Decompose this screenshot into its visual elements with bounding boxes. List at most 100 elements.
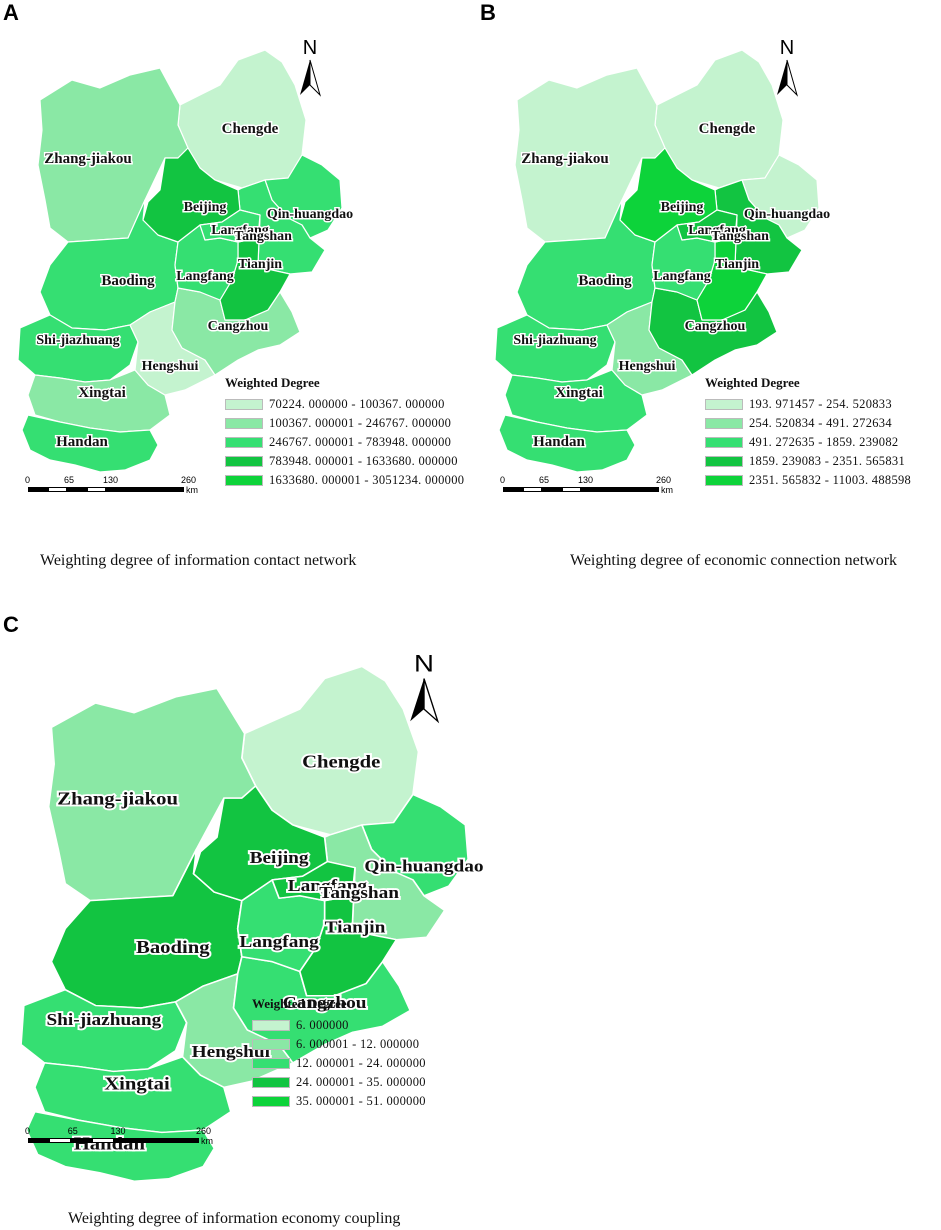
city-label-zhangjiakou: Zhang-jiakou — [44, 151, 132, 167]
city-label-tianjin: Tianjin — [238, 257, 282, 272]
north-label: N — [780, 37, 794, 59]
legend-swatch — [225, 437, 263, 448]
north-label: N — [303, 37, 317, 59]
legend-item: 6. 000001 - 12. 000000 — [252, 1035, 426, 1054]
legend-swatch — [705, 475, 743, 486]
legend-item: 35. 000001 - 51. 000000 — [252, 1092, 426, 1111]
city-label-zhangjiakou: Zhang-jiakou — [57, 789, 178, 809]
scale-segment — [28, 1138, 50, 1143]
legend-swatch — [252, 1096, 290, 1107]
legend-swatch — [705, 456, 743, 467]
legend-label: 12. 000001 - 24. 000000 — [296, 1056, 426, 1070]
city-label-tangshan: Tangshan — [234, 229, 292, 244]
legend-label: 783948. 000001 - 1633680. 000000 — [269, 454, 458, 468]
legend-swatch — [225, 418, 263, 429]
city-label-xingtai: Xingtai — [104, 1075, 170, 1095]
legend-item: 246767. 000001 - 783948. 000000 — [225, 433, 464, 452]
city-label-baoding: Baoding — [578, 273, 632, 289]
city-label-tianjin: Tianjin — [715, 257, 759, 272]
scale-bar: 0 65 130 260 km — [500, 475, 673, 495]
scale-tick-label: 0 — [25, 475, 31, 485]
city-label-cangzhou: Cangzhou — [283, 993, 367, 1012]
scale-tick-label: 130 — [578, 475, 594, 485]
legend-swatch — [252, 1058, 290, 1069]
scale-segment — [47, 487, 67, 492]
legend-item: 491. 272635 - 1859. 239082 — [705, 433, 911, 452]
region-langfang-n — [271, 860, 356, 902]
city-label-shijiazhuang: Shi-jiazhuang — [46, 1010, 161, 1029]
legend-title: Weighted Degree — [252, 996, 347, 1011]
scale-tick-label: 260 — [181, 475, 197, 485]
regions-layer — [494, 49, 820, 473]
map-panel-b: B Chengde Zhang-jiakou Beijing Langfang Qin-… — [477, 0, 941, 580]
scale-tick-label: 0 — [500, 475, 506, 485]
legend-label: 193. 971457 - 254. 520833 — [749, 397, 892, 411]
map-legend: Weighted Degree 70224. 000000 - 100367. … — [225, 375, 464, 490]
scale-segment — [70, 1138, 93, 1143]
legend-swatch — [225, 399, 263, 410]
legend-item: 783948. 000001 - 1633680. 000000 — [225, 452, 464, 471]
scale-segment — [503, 487, 523, 492]
map-legend: Weighted Degree 6. 000000 6. 000001 - 12.… — [252, 996, 426, 1111]
scale-segment — [542, 487, 562, 492]
legend-title: Weighted Degree — [225, 375, 320, 390]
scale-unit: km — [201, 1136, 213, 1146]
city-label-cangzhou: Cangzhou — [208, 319, 269, 334]
panel-letter: C — [3, 612, 19, 637]
city-label-langfang-s: Langfang — [176, 269, 234, 284]
figure-caption: Weighting degree of information economy … — [68, 1210, 401, 1227]
north-arrow-icon: N — [777, 37, 799, 97]
legend-item: 12. 000001 - 24. 000000 — [252, 1054, 426, 1073]
north-label: N — [414, 649, 434, 677]
scale-bar: 0 65 130 260 km — [25, 475, 198, 495]
scale-segment — [581, 487, 659, 492]
north-arrow-icon: N — [410, 649, 440, 724]
legend-label: 491. 272635 - 1859. 239082 — [749, 435, 899, 449]
legend-label: 70224. 000000 - 100367. 000000 — [269, 397, 445, 411]
regions-layer — [17, 49, 343, 473]
legend-label: 254. 520834 - 491. 272634 — [749, 416, 892, 430]
scale-tick-label: 130 — [110, 1126, 126, 1136]
choropleth-map: ChengdeZhang-jiakouBeijingLangfangQin-hu… — [17, 37, 355, 473]
legend-item: 2351. 565832 - 11003. 488598 — [705, 471, 911, 490]
legend-item: 70224. 000000 - 100367. 000000 — [225, 395, 464, 414]
legend-swatch — [225, 475, 263, 486]
scale-segment — [113, 1138, 199, 1143]
scale-tick-label: 65 — [64, 475, 75, 485]
legend-label: 24. 000001 - 35. 000000 — [296, 1075, 426, 1089]
legend-swatch — [252, 1077, 290, 1088]
legend-label: 35. 000001 - 51. 000000 — [296, 1094, 426, 1108]
legend-item: 1859. 239083 - 2351. 565831 — [705, 452, 911, 471]
scale-unit: km — [661, 485, 673, 495]
region-handan — [21, 414, 159, 473]
map-panel-a: A Chengde Zhang-jiakou Beijing Langfang Qin-… — [0, 0, 470, 580]
choropleth-map: ChengdeZhang-jiakouBeijingLangfangQin-hu… — [494, 37, 832, 473]
city-label-baoding: Baoding — [136, 938, 210, 958]
region-xingtai — [504, 369, 648, 433]
city-label-handan: Handan — [56, 434, 108, 450]
legend-item: 254. 520834 - 491. 272634 — [705, 414, 911, 433]
city-label-hengshui: Hengshui — [142, 359, 199, 374]
city-label-xingtai: Xingtai — [78, 385, 126, 401]
region-xingtai — [27, 369, 171, 433]
scale-segment — [92, 1138, 114, 1143]
scale-segment — [86, 487, 106, 492]
legend-swatch — [252, 1020, 290, 1031]
scale-segment — [522, 487, 542, 492]
region-langfang-n — [199, 209, 261, 243]
scale-bar: 0 65 130 260 km — [25, 1126, 213, 1146]
legend-title: Weighted Degree — [705, 375, 800, 390]
scale-tick-label: 65 — [539, 475, 550, 485]
city-label-chengde: Chengde — [222, 121, 279, 137]
region-handan — [498, 414, 636, 473]
city-label-beijing: Beijing — [661, 200, 704, 215]
panel-letter: B — [480, 0, 496, 25]
scale-tick-label: 260 — [656, 475, 672, 485]
region-handan — [25, 1110, 216, 1182]
scale-unit: km — [186, 485, 198, 495]
scale-tick-label: 130 — [103, 475, 119, 485]
city-label-xingtai: Xingtai — [555, 385, 603, 401]
legend-swatch — [705, 399, 743, 410]
scale-segment — [561, 487, 581, 492]
city-label-shijiazhuang: Shi-jiazhuang — [36, 333, 119, 348]
